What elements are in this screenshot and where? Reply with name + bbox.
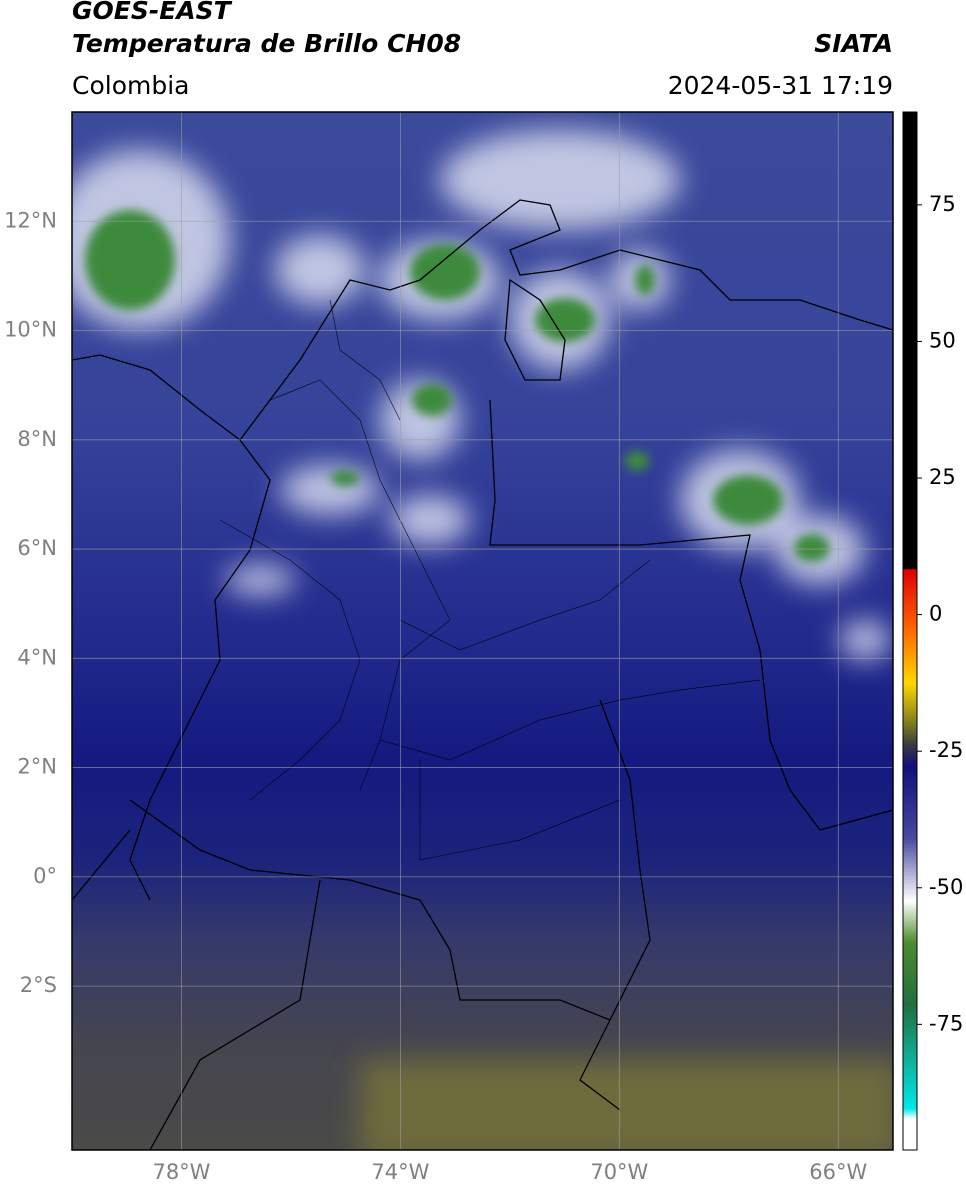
lat-label: 8°N: [17, 427, 57, 451]
lon-label: 70°W: [590, 1160, 648, 1184]
source: SIATA: [814, 29, 893, 58]
lat-label: 2°N: [17, 755, 57, 779]
colorbar-label: 0: [929, 602, 942, 626]
satellite-image: [72, 112, 893, 1150]
lon-label: 78°W: [152, 1160, 210, 1184]
colorbar-label: 25: [929, 465, 956, 489]
lon-label: 66°W: [809, 1160, 867, 1184]
colorbar-label: 50: [929, 328, 956, 352]
lat-label: 12°N: [4, 208, 57, 232]
lat-label: 6°N: [17, 536, 57, 560]
lat-label: 2°S: [20, 973, 57, 997]
colorbar-label: -50: [929, 875, 963, 899]
map-frame: [71, 111, 894, 1151]
colorbar-label: 75: [929, 192, 956, 216]
colorbar-label: -75: [929, 1011, 963, 1035]
colorbar: [902, 111, 918, 1151]
product: Temperatura de Brillo CH08: [72, 29, 461, 58]
lat-label: 4°N: [17, 645, 57, 669]
lat-label: 10°N: [4, 318, 57, 342]
colorbar-label: -25: [929, 738, 963, 762]
region: Colombia: [72, 71, 189, 100]
lat-label: 0°: [33, 864, 57, 888]
satellite: GOES-EAST: [72, 0, 233, 25]
datetime: 2024-05-31 17:19: [668, 71, 893, 100]
lon-label: 74°W: [371, 1160, 429, 1184]
